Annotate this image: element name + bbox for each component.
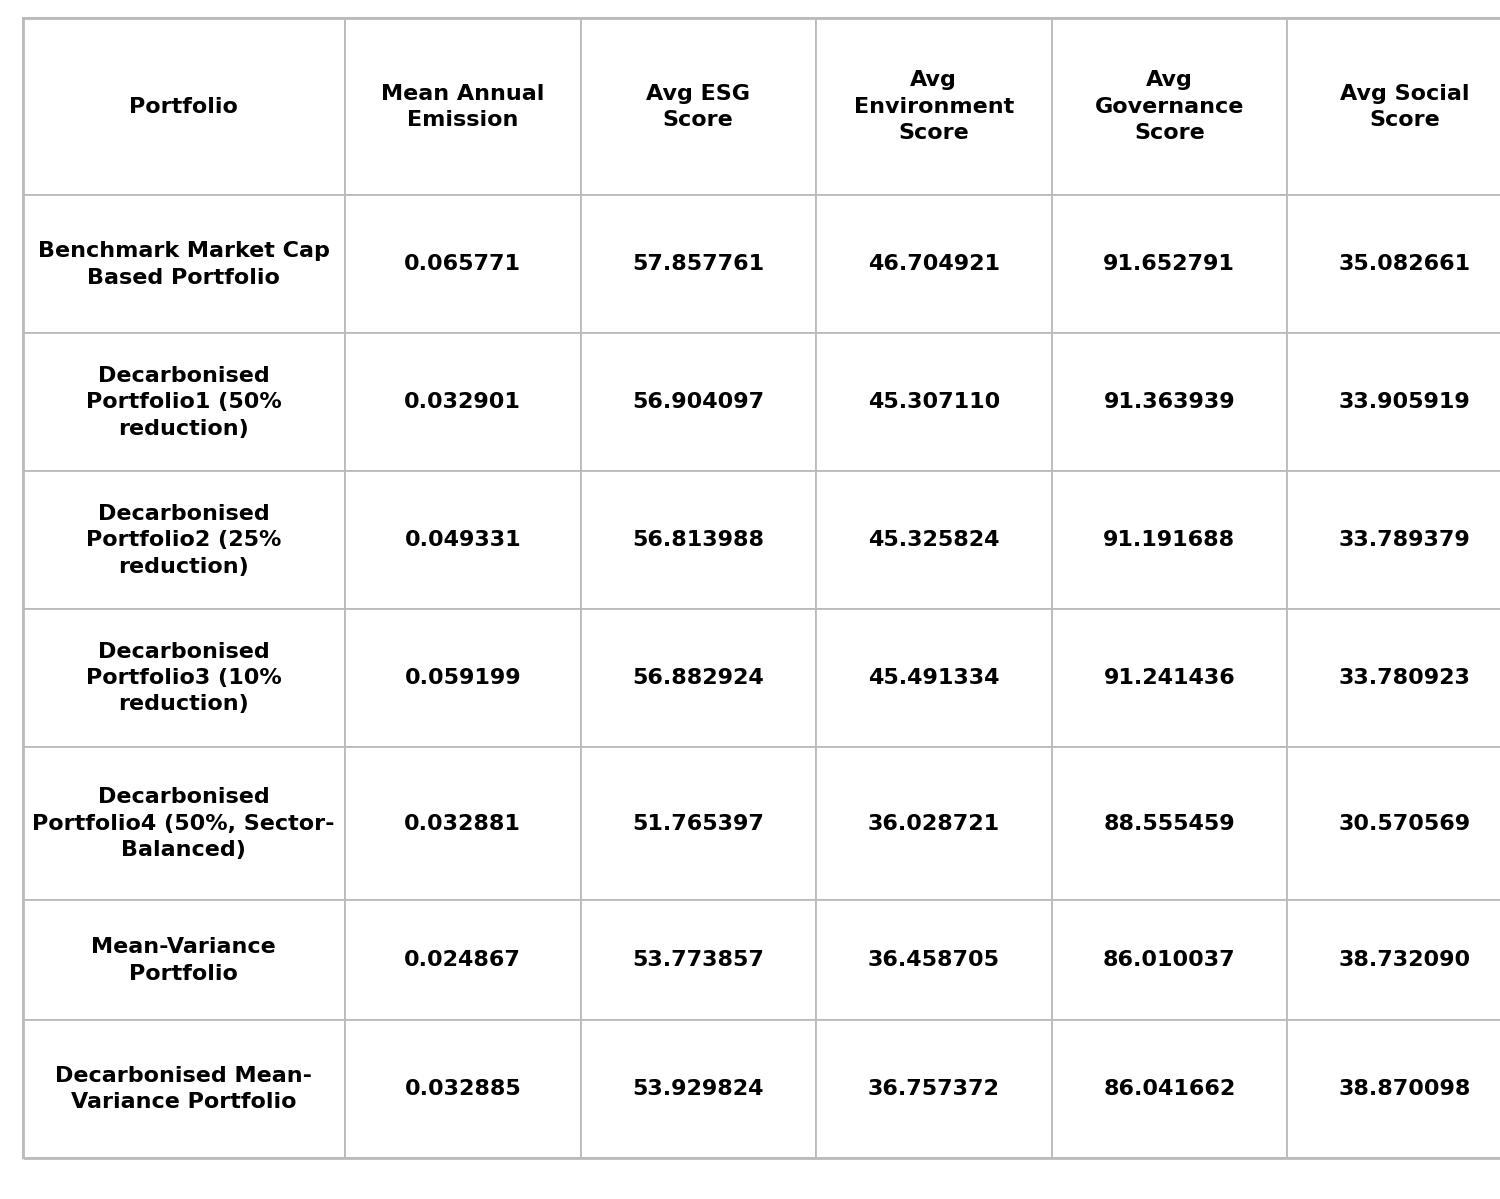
Bar (580, 333, 816, 471)
Text: Mean-Variance
Portfolio: Mean-Variance Portfolio (92, 938, 276, 983)
Text: Mean Annual
Emission: Mean Annual Emission (381, 84, 544, 129)
Text: Avg
Governance
Score: Avg Governance Score (1095, 71, 1244, 143)
Text: Decarbonised Mean-
Variance Portfolio: Decarbonised Mean- Variance Portfolio (56, 1066, 312, 1113)
Text: 88.555459: 88.555459 (1104, 814, 1234, 833)
Bar (345, 900, 580, 1020)
Text: Avg ESG
Score: Avg ESG Score (646, 84, 750, 129)
Bar (345, 609, 580, 747)
Text: 0.065771: 0.065771 (405, 254, 522, 275)
Text: Avg Social
Score: Avg Social Score (1340, 84, 1470, 129)
Text: 0.049331: 0.049331 (405, 530, 520, 550)
Text: 36.458705: 36.458705 (867, 951, 1000, 970)
Bar (1287, 18, 1500, 195)
Text: 91.191688: 91.191688 (1102, 530, 1236, 550)
Bar (22, 333, 345, 471)
Bar (345, 18, 580, 195)
Bar (345, 747, 580, 900)
Bar (1052, 1020, 1287, 1158)
Text: 53.929824: 53.929824 (633, 1079, 764, 1099)
Bar (1052, 333, 1287, 471)
Text: 36.757372: 36.757372 (868, 1079, 999, 1099)
Text: 0.059199: 0.059199 (405, 668, 520, 688)
Bar (1287, 609, 1500, 747)
Bar (816, 18, 1052, 195)
Text: 0.032881: 0.032881 (405, 814, 520, 833)
Text: 35.082661: 35.082661 (1338, 254, 1472, 275)
Bar (22, 1020, 345, 1158)
Bar (22, 471, 345, 609)
Bar (1287, 747, 1500, 900)
Text: Decarbonised
Portfolio1 (50%
reduction): Decarbonised Portfolio1 (50% reduction) (86, 366, 282, 439)
Bar (580, 195, 816, 333)
Bar (1287, 1020, 1500, 1158)
Bar (580, 471, 816, 609)
Bar (580, 747, 816, 900)
Bar (816, 900, 1052, 1020)
Text: 45.325824: 45.325824 (868, 530, 999, 550)
Text: 91.241436: 91.241436 (1104, 668, 1234, 688)
Bar (816, 609, 1052, 747)
Bar (816, 195, 1052, 333)
Bar (816, 333, 1052, 471)
Bar (22, 18, 345, 195)
Text: 91.652791: 91.652791 (1104, 254, 1234, 275)
Bar (1052, 747, 1287, 900)
Bar (1287, 195, 1500, 333)
Bar (580, 609, 816, 747)
Bar (22, 900, 345, 1020)
Text: Portfolio: Portfolio (129, 97, 238, 116)
Bar (345, 1020, 580, 1158)
Text: 38.870098: 38.870098 (1338, 1079, 1472, 1099)
Bar (580, 18, 816, 195)
Text: 0.032901: 0.032901 (405, 392, 520, 412)
Text: 33.789379: 33.789379 (1340, 530, 1470, 550)
Bar (345, 333, 580, 471)
Text: 45.307110: 45.307110 (867, 392, 1000, 412)
Bar (1052, 900, 1287, 1020)
Bar (816, 1020, 1052, 1158)
Text: Avg
Environment
Score: Avg Environment Score (853, 71, 1014, 143)
Text: 51.765397: 51.765397 (633, 814, 764, 833)
Text: 46.704921: 46.704921 (867, 254, 1000, 275)
Text: Decarbonised
Portfolio4 (50%, Sector-
Balanced): Decarbonised Portfolio4 (50%, Sector- Ba… (33, 788, 334, 860)
Text: 36.028721: 36.028721 (867, 814, 1000, 833)
Text: 86.041662: 86.041662 (1102, 1079, 1236, 1099)
Bar (345, 195, 580, 333)
Bar (22, 609, 345, 747)
Text: 57.857761: 57.857761 (632, 254, 765, 275)
Text: 30.570569: 30.570569 (1338, 814, 1472, 833)
Bar (816, 471, 1052, 609)
Text: 91.363939: 91.363939 (1104, 392, 1234, 412)
Bar (22, 747, 345, 900)
Bar (1287, 471, 1500, 609)
Text: 86.010037: 86.010037 (1102, 951, 1236, 970)
Text: 0.032885: 0.032885 (405, 1079, 520, 1099)
Bar (22, 195, 345, 333)
Text: 38.732090: 38.732090 (1338, 951, 1472, 970)
Text: Benchmark Market Cap
Based Portfolio: Benchmark Market Cap Based Portfolio (38, 241, 330, 288)
Bar (1052, 609, 1287, 747)
Bar (580, 1020, 816, 1158)
Bar (1287, 900, 1500, 1020)
Text: Decarbonised
Portfolio3 (10%
reduction): Decarbonised Portfolio3 (10% reduction) (86, 641, 282, 715)
Text: 53.773857: 53.773857 (633, 951, 764, 970)
Text: 33.780923: 33.780923 (1340, 668, 1470, 688)
Text: 0.024867: 0.024867 (405, 951, 520, 970)
Bar (580, 900, 816, 1020)
Text: 45.491334: 45.491334 (868, 668, 999, 688)
Text: 56.813988: 56.813988 (633, 530, 764, 550)
Text: 56.882924: 56.882924 (633, 668, 764, 688)
Bar (1052, 18, 1287, 195)
Bar (1287, 333, 1500, 471)
Bar (1052, 471, 1287, 609)
Text: Decarbonised
Portfolio2 (25%
reduction): Decarbonised Portfolio2 (25% reduction) (86, 504, 282, 577)
Bar (816, 747, 1052, 900)
Bar (345, 471, 580, 609)
Bar (1052, 195, 1287, 333)
Text: 33.905919: 33.905919 (1340, 392, 1470, 412)
Text: 56.904097: 56.904097 (632, 392, 765, 412)
